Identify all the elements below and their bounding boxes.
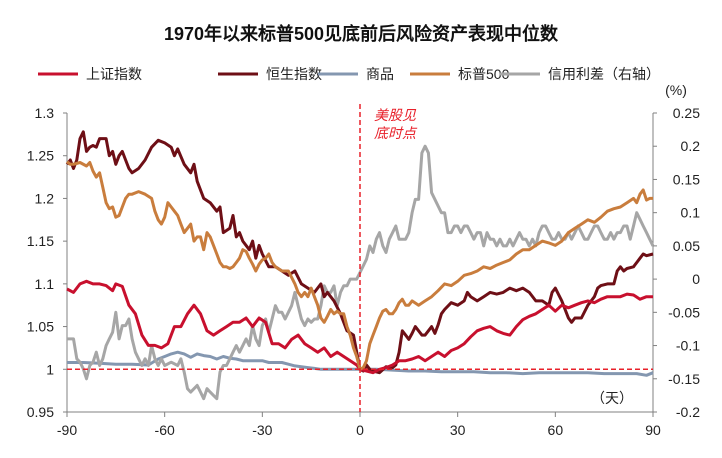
legend: 上证指数 恒生指数 商品 标普500 信用利差（右轴） bbox=[38, 66, 660, 82]
y-tick-label: 1 bbox=[46, 361, 54, 377]
series-lines bbox=[65, 130, 655, 401]
annotations: 美股见 底时点 bbox=[67, 104, 653, 412]
legend-label: 上证指数 bbox=[86, 66, 142, 82]
series-line-2 bbox=[67, 350, 654, 377]
y2-tick-label: 0.2 bbox=[681, 138, 701, 154]
legend-label: 商品 bbox=[366, 66, 394, 82]
y-ticks-left: 0.95 1 1.05 1.1 1.15 1.2 1.25 1.3 bbox=[27, 105, 67, 420]
y-ticks-right: -0.2 -0.15 -0.1 -0.05 0 0.05 0.1 0.15 0.2 0.25 bbox=[653, 105, 700, 420]
y2-tick-label: 0.15 bbox=[673, 171, 700, 187]
legend-label: 恒生指数 bbox=[266, 66, 322, 82]
y-tick-label: 1.3 bbox=[35, 105, 55, 121]
x-tick-label: -90 bbox=[57, 422, 77, 438]
y-tick-label: 1.05 bbox=[27, 319, 54, 335]
y2-tick-label: 0.25 bbox=[673, 105, 700, 121]
y2-tick-label: 0 bbox=[692, 271, 700, 287]
y2-tick-label: 0.05 bbox=[673, 238, 700, 254]
series-line-4 bbox=[67, 144, 655, 401]
y-tick-label: 0.95 bbox=[27, 404, 54, 420]
x-tick-label: 30 bbox=[450, 422, 466, 438]
x-tick-label: -30 bbox=[252, 422, 272, 438]
series-line-3 bbox=[66, 160, 653, 371]
bottom-marker-label-line2: 底时点 bbox=[374, 125, 418, 141]
legend-label: 信用利差（右轴） bbox=[548, 66, 660, 82]
x-ticks: -90 -60 -30 0 30 60 90 bbox=[57, 412, 661, 438]
legend-label: 标普500 bbox=[458, 66, 510, 82]
y2-unit-label: (%) bbox=[665, 82, 687, 98]
y-tick-label: 1.1 bbox=[35, 276, 55, 292]
y2-tick-label: -0.1 bbox=[676, 338, 700, 354]
y-tick-label: 1.2 bbox=[35, 190, 55, 206]
x-tick-label: 0 bbox=[356, 422, 364, 438]
bottom-marker-label-line1: 美股见 bbox=[374, 107, 417, 123]
y2-tick-label: 0.1 bbox=[681, 205, 701, 221]
y-tick-label: 1.15 bbox=[27, 233, 54, 249]
y2-tick-label: -0.15 bbox=[668, 371, 700, 387]
x-tick-label: -60 bbox=[155, 422, 175, 438]
y-tick-label: 1.25 bbox=[27, 148, 54, 164]
chart-title: 1970年以来标普500见底前后风险资产表现中位数 bbox=[164, 23, 559, 44]
x-tick-label: 60 bbox=[548, 422, 564, 438]
x-tick-label: 90 bbox=[645, 422, 661, 438]
y2-tick-label: -0.2 bbox=[676, 404, 700, 420]
x-unit-label: （天） bbox=[591, 390, 633, 406]
y2-tick-label: -0.05 bbox=[668, 304, 700, 320]
